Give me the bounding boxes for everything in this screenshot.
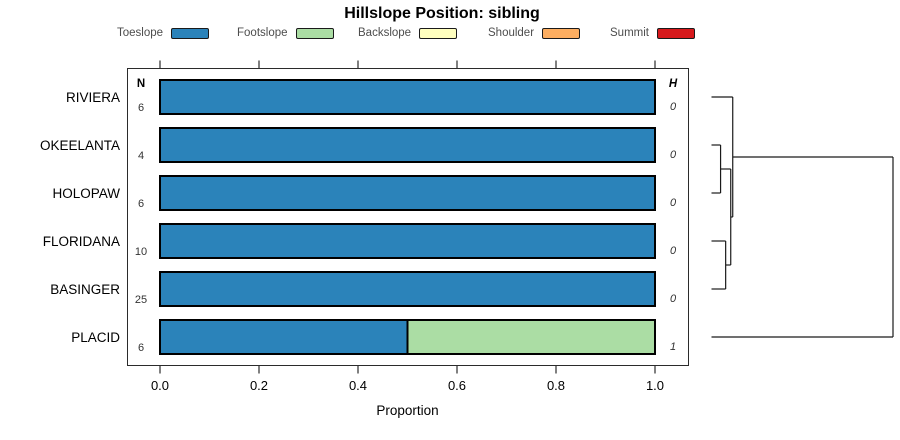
row-label: RIVIERA bbox=[66, 90, 120, 105]
h-value: 0 bbox=[670, 149, 677, 161]
plot-box bbox=[127, 68, 689, 366]
x-axis-tick-label: 0.8 bbox=[547, 378, 565, 393]
n-value: 4 bbox=[138, 150, 144, 162]
legend-swatch-footslope bbox=[295, 27, 334, 39]
legend-item-footslope: Footslope bbox=[237, 27, 334, 39]
h-value: 0 bbox=[670, 101, 677, 113]
x-axis-tick-label: 1.0 bbox=[646, 378, 664, 393]
x-axis-tick-label: 0.6 bbox=[448, 378, 466, 393]
bar-segment-toeslope bbox=[159, 223, 656, 259]
h-column-header: H bbox=[669, 78, 678, 90]
row-label: HOLOPAW bbox=[52, 186, 120, 201]
n-value: 25 bbox=[135, 294, 147, 306]
legend-swatch-shoulder bbox=[542, 27, 581, 39]
legend-swatch-toeslope bbox=[171, 27, 210, 39]
legend: Toeslope Footslope Backslope Shoulder Summit bbox=[0, 0, 900, 46]
row-label: FLORIDANA bbox=[43, 234, 120, 249]
bar-segment-toeslope bbox=[159, 175, 656, 211]
chart-title: Hillslope Position: sibling bbox=[344, 5, 540, 22]
h-value: 1 bbox=[670, 341, 676, 353]
bar-segment-toeslope bbox=[159, 79, 656, 115]
x-axis-tick-label: 0.0 bbox=[151, 378, 169, 393]
row-label: PLACID bbox=[71, 330, 120, 345]
row-label: OKEELANTA bbox=[40, 138, 120, 153]
row-label: BASINGER bbox=[50, 282, 120, 297]
legend-swatch-summit bbox=[656, 27, 695, 39]
legend-item-toeslope: Toeslope bbox=[117, 27, 210, 39]
bar-segment-toeslope bbox=[159, 127, 656, 163]
h-value: 0 bbox=[670, 245, 677, 257]
bar-segment-toeslope bbox=[159, 319, 409, 355]
legend-item-summit: Summit bbox=[610, 27, 695, 39]
legend-label: Footslope bbox=[237, 27, 288, 39]
n-column-header: N bbox=[137, 78, 145, 90]
bar-segment-footslope bbox=[406, 319, 656, 355]
bar-segment-toeslope bbox=[159, 271, 656, 307]
legend-swatch-backslope bbox=[419, 27, 458, 39]
legend-label: Shoulder bbox=[488, 27, 535, 39]
legend-label: Toeslope bbox=[117, 27, 164, 39]
h-value: 0 bbox=[670, 197, 677, 209]
n-value: 6 bbox=[138, 198, 144, 210]
n-value: 6 bbox=[138, 102, 144, 114]
x-axis-title: Proportion bbox=[376, 403, 438, 418]
legend-item-shoulder: Shoulder bbox=[488, 27, 581, 39]
x-axis-tick-label: 0.2 bbox=[250, 378, 268, 393]
legend-label: Backslope bbox=[358, 27, 412, 39]
legend-item-backslope: Backslope bbox=[358, 27, 458, 39]
legend-label: Summit bbox=[610, 27, 649, 39]
x-axis-tick-label: 0.4 bbox=[349, 378, 367, 393]
n-value: 6 bbox=[138, 342, 144, 354]
h-value: 0 bbox=[670, 293, 677, 305]
n-value: 10 bbox=[135, 246, 147, 258]
